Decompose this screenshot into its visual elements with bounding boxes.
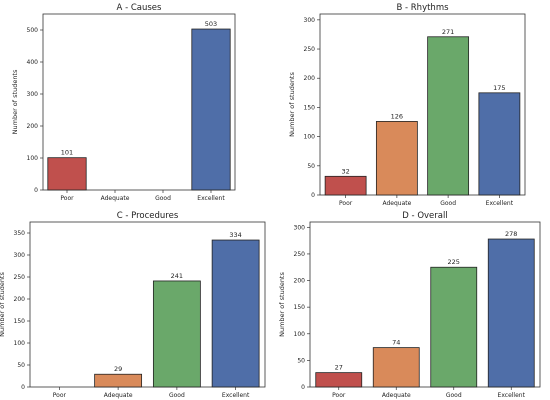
bar-value-label: 334: [229, 231, 241, 239]
x-tick-label: Excellent: [197, 195, 225, 202]
bar-value-label: 74: [392, 339, 400, 347]
bar-value-label: 503: [205, 20, 217, 28]
y-tick-label: 250: [14, 274, 26, 281]
bar-value-label: 175: [493, 84, 505, 92]
y-tick-label: 200: [304, 75, 316, 82]
bar-value-label: 271: [442, 28, 454, 36]
bar-value-label: 241: [171, 272, 183, 280]
y-tick-label: 250: [304, 46, 316, 53]
y-tick-label: 200: [27, 123, 39, 130]
x-tick-label: Poor: [60, 195, 74, 202]
chart-panel-a: A - Causes Number of students 0 100 200 300 40…: [11, 3, 236, 202]
x-tick-label: Excellent: [222, 392, 250, 399]
chart-title: C - Procedures: [117, 211, 179, 221]
y-tick-label: 500: [27, 27, 39, 34]
bar-excellent: [211, 239, 260, 388]
y-tick-label: 50: [17, 362, 25, 369]
chart-title: A - Causes: [117, 3, 162, 13]
y-tick-label: 0: [311, 192, 315, 199]
bar-poor: [315, 372, 363, 388]
y-tick-label: 300: [294, 224, 306, 231]
x-tick-label: Poor: [53, 392, 67, 399]
y-tick-label: 200: [14, 296, 26, 303]
y-tick-label: 0: [34, 187, 38, 194]
y-tick-label: 100: [304, 134, 316, 141]
x-tick-label: Good: [440, 200, 456, 207]
x-tick-label: Adequate: [382, 200, 411, 207]
bar-value-label: 27: [335, 364, 343, 372]
y-tick-label: 0: [21, 384, 25, 391]
y-tick-label: 100: [14, 340, 26, 347]
y-tick-label: 150: [294, 304, 306, 311]
y-tick-label: 100: [294, 331, 306, 338]
bar-adequate: [94, 373, 143, 388]
y-tick-label: 400: [27, 59, 39, 66]
bar-good: [430, 266, 478, 388]
x-tick-label: Excellent: [498, 392, 526, 399]
y-tick-label: 300: [27, 91, 39, 98]
y-tick-label: 200: [294, 278, 306, 285]
bar-good: [427, 36, 470, 196]
axes-frame: [319, 13, 526, 196]
y-tick-label: 250: [294, 251, 306, 258]
bar-excellent: [478, 92, 521, 196]
axes-frame: [42, 13, 236, 191]
chart-panel-b: B - Rhythms Number of students 0 50 100 150 20…: [288, 3, 526, 207]
y-axis-label: Number of students: [11, 69, 19, 134]
bar-poor: [324, 175, 367, 196]
chart-panel-c: C - Procedures Number of students 0 50 100 15…: [0, 211, 266, 399]
x-tick-label: Good: [155, 195, 171, 202]
x-tick-label: Adequate: [104, 392, 133, 399]
bar-excellent: [487, 238, 535, 388]
axes-frame: [309, 221, 541, 388]
bar-value-label: 225: [448, 258, 460, 266]
x-tick-label: Poor: [332, 392, 346, 399]
y-tick-label: 100: [27, 155, 39, 162]
bar-value-label: 278: [505, 230, 517, 238]
bar-adequate: [372, 347, 420, 388]
y-axis-label: Number of students: [0, 272, 6, 337]
y-tick-label: 150: [304, 104, 316, 111]
x-tick-label: Good: [446, 392, 462, 399]
axes-frame: [29, 221, 266, 388]
y-tick-label: 50: [297, 357, 305, 364]
y-tick-label: 300: [304, 17, 316, 24]
y-tick-label: 350: [14, 230, 26, 237]
y-tick-label: 50: [307, 163, 315, 170]
x-tick-label: Adequate: [382, 392, 411, 399]
bar-value-label: 101: [61, 149, 73, 157]
bar-value-label: 32: [341, 167, 349, 175]
x-tick-label: Excellent: [486, 200, 514, 207]
x-tick-label: Adequate: [101, 195, 130, 202]
y-tick-label: 0: [301, 384, 305, 391]
y-tick-label: 300: [14, 252, 26, 259]
x-tick-label: Poor: [339, 200, 353, 207]
bar-value-label: 29: [114, 365, 122, 373]
bar-poor: [47, 157, 87, 191]
chart-title: B - Rhythms: [396, 3, 449, 13]
y-tick-label: 150: [14, 318, 26, 325]
y-axis-label: Number of students: [288, 72, 296, 137]
x-tick-label: Good: [169, 392, 185, 399]
y-axis-label: Number of students: [278, 272, 286, 337]
bar-value-label: 126: [391, 112, 403, 120]
chart-panel-d: D - Overall Number of students 0 50 100 150 20…: [278, 211, 541, 399]
bar-excellent: [191, 28, 231, 191]
bar-adequate: [375, 121, 418, 196]
bar-good: [152, 280, 201, 388]
chart-title: D - Overall: [402, 211, 447, 221]
